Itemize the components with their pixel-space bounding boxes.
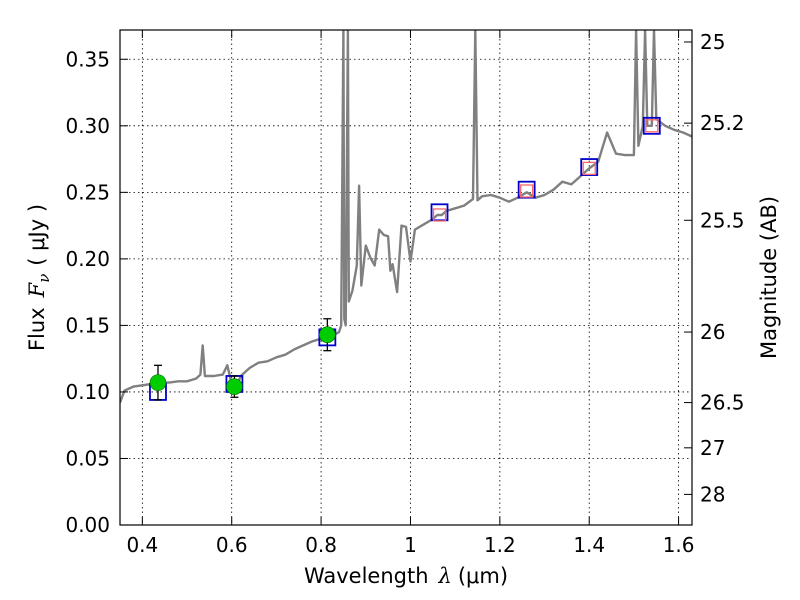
model-photometry-point — [517, 180, 536, 199]
x-tick-label: 1 — [404, 533, 417, 557]
y-tick-label: 0.30 — [65, 114, 110, 138]
spectrum-line — [120, 30, 692, 404]
y2-tick-label: 25.5 — [700, 208, 745, 232]
measured-optical-point — [319, 326, 336, 344]
y-tick-label: 0.00 — [65, 513, 110, 537]
x-axis-label-prefix: Wavelength — [304, 564, 429, 588]
x-axis-label-unit: (μm) — [458, 564, 508, 588]
y-tick-label: 0.05 — [65, 446, 110, 470]
y2-tick-label: 26 — [700, 320, 725, 344]
measured-nir-point — [520, 184, 534, 198]
y2-axis-label: Magnitude (AB) — [757, 196, 781, 359]
y2-tick-label: 27 — [700, 436, 725, 460]
x-axis-label-symbol: λ — [438, 564, 452, 588]
y-tick-label: 0.25 — [65, 180, 110, 204]
y-tick-label: 0.10 — [65, 380, 110, 404]
y-axis-label-symbol: F — [25, 281, 49, 298]
y2-tick-label: 25 — [700, 30, 725, 54]
y-axis-label: Flux Fν ( μJy ) — [25, 204, 53, 351]
plot-frame — [119, 29, 693, 526]
measured-optical-point — [149, 374, 167, 391]
y-tick-label: 0.15 — [65, 313, 110, 337]
measured-optical-point — [226, 378, 243, 395]
y-axis-label-prefix: Flux — [25, 307, 49, 351]
y-axis-label-subscript: ν — [35, 274, 53, 283]
y-axis-label-unit: ( μJy ) — [25, 204, 49, 266]
measured-nir-point — [582, 161, 596, 176]
y2-tick-label: 28 — [700, 482, 725, 506]
y2-tick-label: 26.5 — [700, 391, 745, 415]
measured-nir-point — [432, 208, 447, 222]
measured-nir-point — [645, 119, 659, 133]
model-photometry-point — [580, 158, 599, 176]
y2-tick-label: 25.2 — [700, 111, 745, 135]
axis-ticks: 0.4 0.6 0.8 1 1.2 1.4 1.6 0.00 0.05 0.10 0.15 0.20 0… — [65, 30, 744, 557]
y-tick-label: 0.35 — [65, 47, 110, 71]
x-tick-label: 1.2 — [484, 533, 516, 557]
plot-data — [120, 30, 692, 404]
y-tick-label: 0.20 — [65, 247, 110, 271]
x-axis-label: Wavelength λ (μm) — [304, 564, 508, 588]
x-tick-label: 1.4 — [573, 533, 605, 557]
x-tick-label: 0.4 — [126, 533, 158, 557]
model-photometry-point — [642, 116, 661, 135]
x-tick-label: 0.8 — [305, 533, 337, 557]
grid-lines — [120, 30, 692, 526]
x-tick-label: 0.6 — [216, 533, 248, 557]
x-tick-label: 1.6 — [663, 533, 695, 557]
model-photometry-point — [430, 203, 449, 222]
